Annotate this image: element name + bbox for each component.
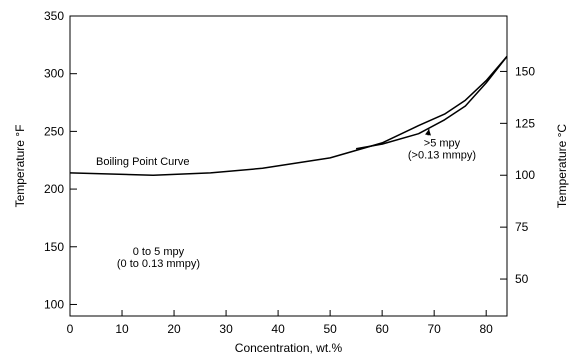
y-tick-label: 200 — [44, 182, 64, 196]
annotation-mpy_low: 0 to 5 mpy (0 to 0.13 mmpy) — [117, 246, 200, 270]
series-line-1 — [69, 55, 508, 176]
x-tick-label: 0 — [67, 322, 74, 336]
x-tick-label: 20 — [167, 322, 181, 336]
x-tick-label: 70 — [427, 322, 441, 336]
annotation-line: (0 to 0.13 mmpy) — [117, 258, 200, 270]
y2-tick-label: 125 — [515, 116, 535, 130]
y2-tick-label: 100 — [515, 168, 535, 182]
annotation-line: >5 mpy — [424, 137, 461, 149]
series-line-2 — [355, 55, 508, 150]
y2-tick-label: 50 — [515, 272, 529, 286]
x-tick-label: 10 — [115, 322, 129, 336]
y-tick-label: 300 — [44, 67, 64, 81]
series-group — [69, 55, 508, 176]
y-tick-label: 150 — [44, 240, 64, 254]
x-tick-label: 30 — [219, 322, 233, 336]
x-tick-label: 50 — [323, 322, 337, 336]
x-axis-ticks: 0 10 20 30 40 50 60 70 80 — [67, 310, 494, 336]
y-tick-label: 350 — [44, 9, 64, 23]
annotation-mpy_high: >5 mpy (>0.13 mmpy) — [408, 137, 476, 161]
y2-tick-label: 75 — [515, 220, 529, 234]
x-tick-label: 80 — [480, 322, 494, 336]
annotation-boiling: Boiling Point Curve — [96, 156, 190, 168]
annotation-arrowhead — [425, 129, 431, 136]
y2-tick-label: 150 — [515, 64, 535, 78]
y2-axis-ticks: 50 75 100 125 150 — [500, 64, 535, 286]
x-tick-label: 60 — [375, 322, 389, 336]
annotations-group: Boiling Point Curve >5 mpy (>0.13 mmpy) 0 t… — [96, 128, 476, 270]
x-tick-label: 40 — [271, 322, 285, 336]
annotation-line: Boiling Point Curve — [96, 156, 190, 168]
y2-axis-label: Temperature °C — [555, 124, 569, 208]
y-axis-label: Temperature °F — [13, 125, 27, 208]
annotation-line: (>0.13 mmpy) — [408, 149, 476, 161]
annotation-line: 0 to 5 mpy — [133, 246, 185, 258]
y-tick-label: 100 — [44, 297, 64, 311]
y-axis-ticks: 100 150 200 250 300 350 — [44, 9, 77, 311]
x-axis-label: Concentration, wt.% — [235, 341, 343, 355]
y-tick-label: 250 — [44, 124, 64, 138]
plot-frame — [69, 15, 508, 317]
